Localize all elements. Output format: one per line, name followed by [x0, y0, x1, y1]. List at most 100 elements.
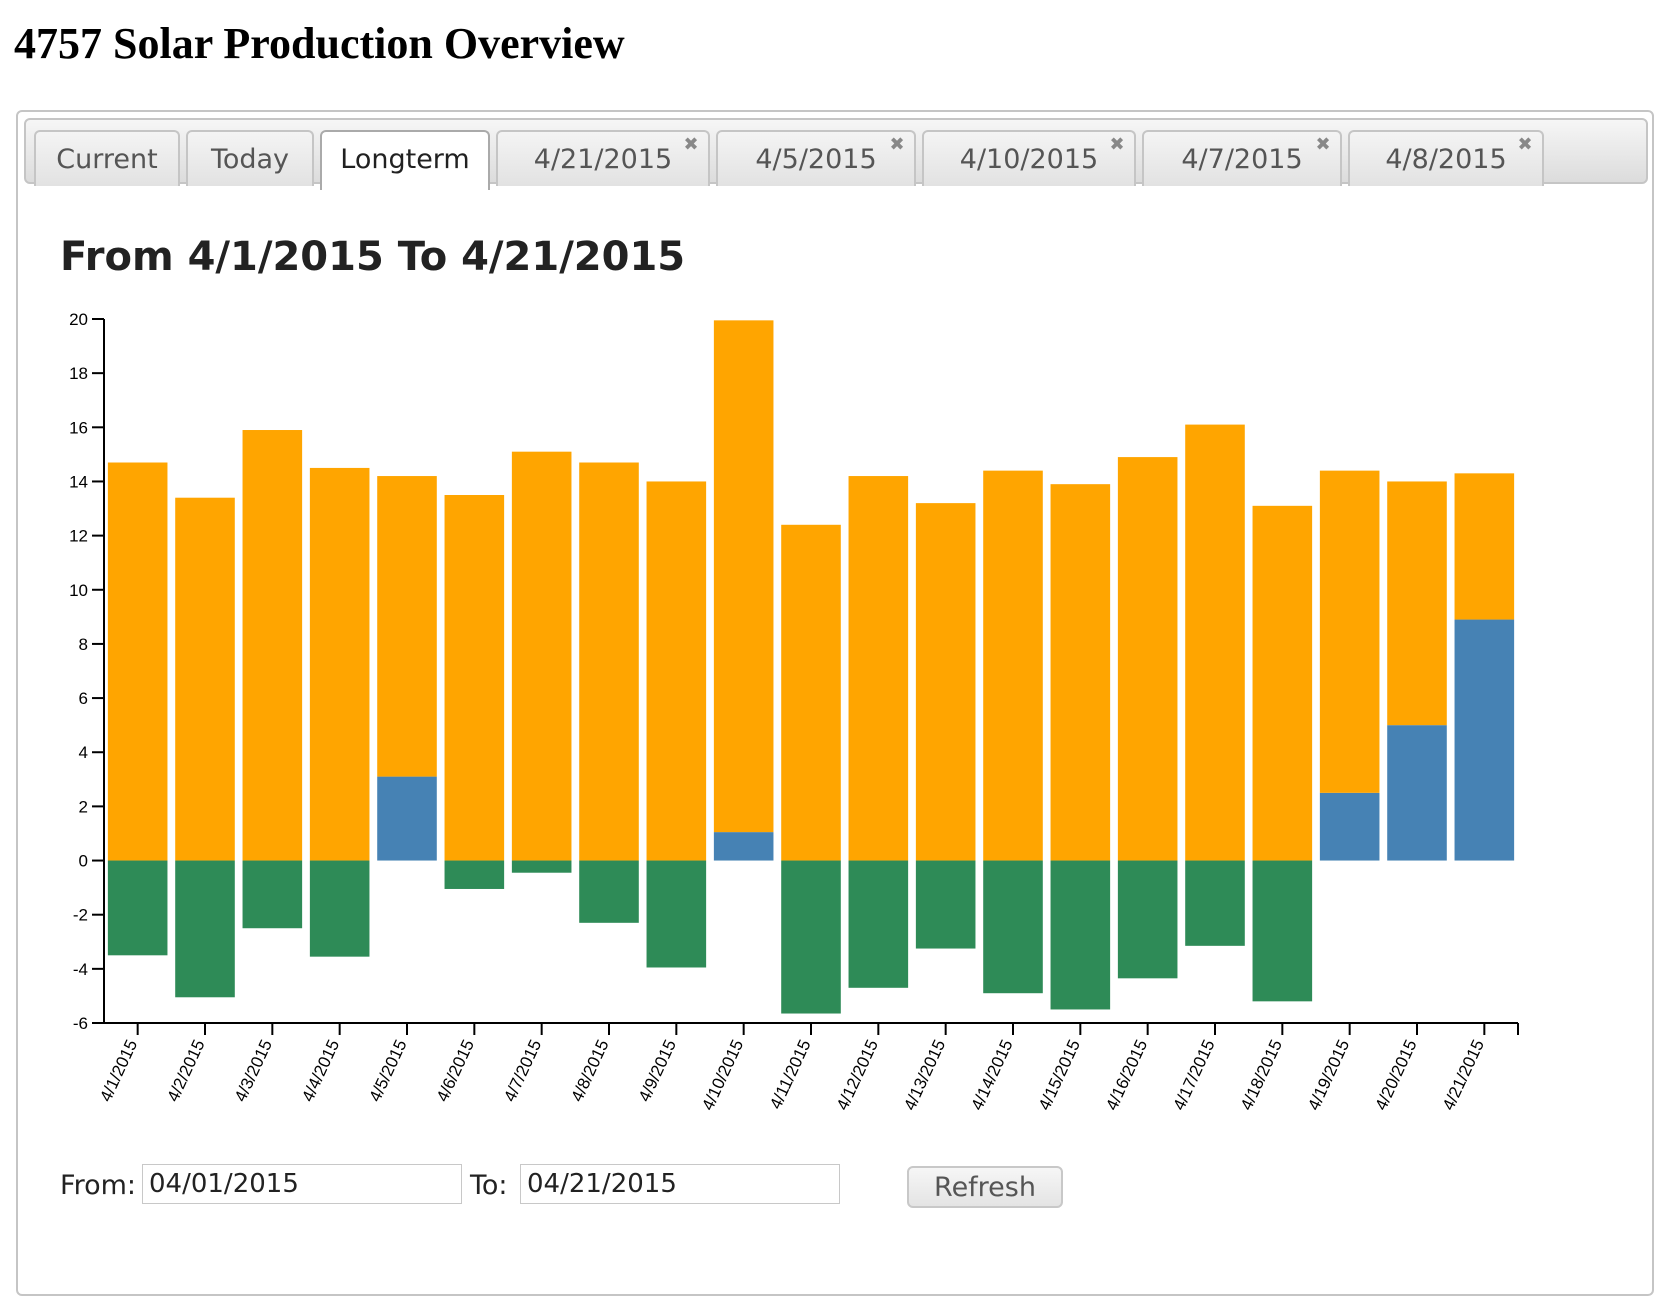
x-tick-label: 4/15/2015 [1035, 1037, 1084, 1114]
x-tick-label: 4/21/2015 [1439, 1037, 1488, 1114]
bar-orange [781, 524, 841, 861]
bar-blue [1454, 619, 1515, 861]
y-tick-label: -2 [73, 906, 88, 925]
x-tick-label: 4/3/2015 [231, 1037, 276, 1105]
y-tick-label: 16 [69, 418, 88, 437]
tab-date-4-7-2015[interactable]: 4/7/2015 ✖ [1142, 130, 1342, 186]
y-tick-label: 20 [69, 310, 88, 329]
tab-today[interactable]: Today [186, 130, 314, 186]
bar-orange [1050, 484, 1111, 861]
tab-date-4-10-2015[interactable]: 4/10/2015 ✖ [922, 130, 1136, 186]
chart-title: From 4/1/2015 To 4/21/2015 [60, 234, 686, 280]
y-tick-label: -6 [73, 1014, 88, 1033]
bar-blue [1319, 792, 1380, 861]
x-tick-label: 4/18/2015 [1237, 1037, 1286, 1114]
y-tick-label: 18 [69, 364, 88, 383]
bar-orange [1185, 424, 1245, 861]
bar-green [175, 860, 235, 998]
bar-blue [1387, 725, 1447, 861]
y-tick-label: -4 [73, 960, 88, 979]
y-tick-label: 12 [69, 527, 88, 546]
tab-label: 4/7/2015 [1181, 144, 1303, 175]
tab-label: 4/5/2015 [755, 144, 877, 175]
tab-bar: Current Today Longterm 4/21/2015 ✖ 4/5/2… [24, 118, 1648, 190]
bar-green [1050, 860, 1111, 1010]
x-tick-label: 4/17/2015 [1169, 1037, 1218, 1114]
bar-orange [1252, 505, 1313, 861]
bar-green [848, 860, 909, 988]
bar-orange [175, 497, 235, 861]
close-icon[interactable]: ✖ [683, 134, 699, 155]
bar-green [1252, 860, 1313, 1002]
tab-label: 4/21/2015 [533, 144, 673, 175]
close-icon[interactable]: ✖ [1315, 134, 1331, 155]
x-tick-label: 4/6/2015 [433, 1037, 478, 1105]
bar-orange [511, 451, 572, 861]
close-icon[interactable]: ✖ [1517, 134, 1533, 155]
x-tick-label: 4/10/2015 [698, 1037, 747, 1114]
tabs-panel: Current Today Longterm 4/21/2015 ✖ 4/5/2… [16, 110, 1654, 1296]
x-tick-label: 4/11/2015 [766, 1037, 815, 1112]
bar-orange [1319, 470, 1380, 793]
tab-longterm[interactable]: Longterm [320, 130, 490, 190]
bar-orange [309, 467, 370, 861]
bar-blue [713, 832, 774, 861]
tab-date-4-8-2015[interactable]: 4/8/2015 ✖ [1348, 130, 1544, 186]
bar-orange [1454, 473, 1515, 620]
bar-blue [377, 776, 437, 861]
x-tick-label: 4/1/2015 [96, 1037, 141, 1105]
tab-date-4-5-2015[interactable]: 4/5/2015 ✖ [716, 130, 916, 186]
bar-green [579, 860, 639, 923]
bar-orange [377, 476, 437, 777]
bar-green [915, 860, 976, 949]
y-tick-label: 14 [69, 472, 88, 491]
y-tick-label: 8 [79, 635, 88, 654]
close-icon[interactable]: ✖ [889, 134, 905, 155]
bar-green [309, 860, 370, 957]
tab-label: Current [56, 144, 158, 175]
tab-current[interactable]: Current [34, 130, 180, 186]
tab-label: Today [210, 144, 290, 175]
x-tick-label: 4/2/2015 [163, 1037, 208, 1105]
y-tick-label: 10 [69, 581, 88, 600]
x-tick-label: 4/5/2015 [365, 1037, 410, 1105]
bar-orange [579, 462, 639, 861]
bars-layer [107, 320, 1515, 1014]
bar-green [511, 860, 572, 873]
x-tick-label: 4/7/2015 [500, 1037, 545, 1105]
to-date-input[interactable] [520, 1164, 840, 1204]
tab-date-4-21-2015[interactable]: 4/21/2015 ✖ [496, 130, 710, 186]
bar-orange [983, 470, 1043, 861]
x-tick-label: 4/16/2015 [1102, 1037, 1151, 1114]
x-tick-label: 4/8/2015 [567, 1037, 612, 1105]
x-tick-label: 4/13/2015 [900, 1037, 949, 1114]
x-tick-label: 4/19/2015 [1304, 1037, 1353, 1114]
y-tick-label: 0 [79, 852, 88, 871]
y-tick-label: 4 [79, 743, 88, 762]
x-tick-label: 4/20/2015 [1371, 1037, 1420, 1114]
bar-orange [1387, 481, 1447, 726]
y-tick-label: 6 [79, 689, 88, 708]
x-tick-label: 4/14/2015 [967, 1037, 1016, 1114]
bar-green [646, 860, 707, 968]
bar-orange [1117, 457, 1178, 861]
bar-green [107, 860, 168, 956]
bar-orange [915, 503, 976, 861]
bar-orange [848, 476, 909, 861]
page-title: 4757 Solar Production Overview [14, 19, 625, 68]
refresh-button[interactable]: Refresh [907, 1166, 1063, 1208]
tab-label: 4/10/2015 [959, 144, 1099, 175]
close-icon[interactable]: ✖ [1109, 134, 1125, 155]
x-tick-label: 4/9/2015 [635, 1037, 680, 1105]
bar-orange [444, 495, 505, 861]
bar-orange [713, 320, 774, 833]
y-tick-label: 2 [79, 797, 88, 816]
to-label: To: [470, 1170, 508, 1201]
tab-label: 4/8/2015 [1385, 144, 1507, 175]
bar-green [242, 860, 303, 929]
bar-green [1185, 860, 1245, 946]
bar-green [781, 860, 841, 1014]
bar-orange [107, 462, 168, 861]
from-label: From: [60, 1170, 136, 1201]
from-date-input[interactable] [142, 1164, 462, 1204]
